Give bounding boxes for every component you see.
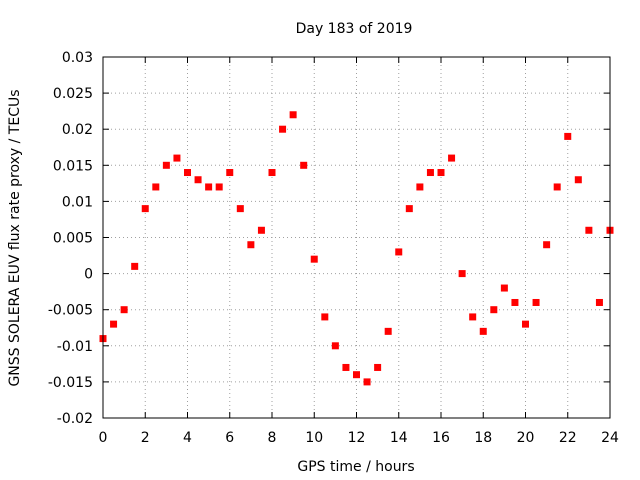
data-point — [152, 183, 160, 191]
data-point — [384, 327, 392, 335]
data-point — [595, 298, 603, 306]
data-point — [289, 111, 297, 119]
y-tick-label: 0.015 — [53, 158, 93, 174]
data-point — [194, 176, 202, 184]
data-points — [99, 111, 614, 386]
data-point — [374, 363, 382, 371]
x-tick-label: 24 — [601, 430, 619, 446]
y-tick-label: -0.02 — [57, 411, 93, 427]
y-axis-title: GNSS SOLERA EUV flux rate proxy / TECUs — [7, 89, 23, 386]
x-tick-label: 16 — [432, 430, 450, 446]
data-point — [500, 284, 508, 292]
x-tick-label: 4 — [183, 430, 192, 446]
y-tick-label: -0.01 — [57, 339, 93, 355]
data-point — [553, 183, 561, 191]
data-point — [184, 169, 191, 177]
data-point — [247, 241, 255, 249]
data-point — [469, 313, 477, 321]
data-point — [141, 205, 149, 213]
data-point — [131, 262, 139, 270]
data-point — [300, 161, 308, 169]
y-tick-label: -0.005 — [48, 303, 93, 319]
data-point — [162, 161, 170, 169]
data-point — [395, 248, 403, 256]
data-point — [511, 298, 519, 306]
data-point — [226, 169, 234, 177]
y-tick-label: 0.01 — [62, 194, 93, 210]
chart-title: Day 183 of 2019 — [296, 21, 413, 37]
x-tick-label: 18 — [474, 430, 492, 446]
data-point — [236, 205, 244, 213]
data-point — [331, 342, 339, 350]
data-point — [215, 183, 223, 191]
data-point — [574, 176, 582, 184]
data-point — [543, 241, 551, 249]
x-tick-label: 12 — [348, 430, 366, 446]
y-tick-label: 0.02 — [62, 122, 93, 138]
y-tick-label: -0.015 — [48, 375, 93, 391]
data-point — [564, 132, 572, 140]
data-point — [353, 371, 360, 379]
data-point — [426, 169, 434, 177]
x-tick-label: 20 — [517, 430, 535, 446]
x-tick-label: 0 — [99, 430, 108, 446]
x-tick-label: 22 — [559, 430, 577, 446]
data-point — [268, 169, 276, 177]
data-point — [173, 154, 181, 162]
x-tick-label: 14 — [390, 430, 408, 446]
data-point — [342, 363, 350, 371]
data-point — [522, 320, 529, 328]
data-point — [585, 226, 593, 234]
axis-ticks: 0 2 4 6 8 10 12 14 16 18 20 22 24-0.02-0.015-0.01-0.… — [48, 50, 619, 446]
x-tick-label: 6 — [225, 430, 234, 446]
data-point — [405, 205, 413, 213]
data-point — [479, 327, 487, 335]
data-point — [363, 378, 371, 386]
data-point — [205, 183, 213, 191]
data-point — [321, 313, 329, 321]
data-point — [448, 154, 456, 162]
y-tick-label: 0 — [84, 267, 93, 283]
y-tick-label: 0.03 — [62, 50, 93, 66]
x-tick-label: 2 — [141, 430, 150, 446]
data-point — [120, 306, 128, 314]
data-point — [257, 226, 265, 234]
data-point — [416, 183, 424, 191]
data-point — [490, 306, 498, 314]
y-tick-label: 0.005 — [53, 231, 93, 247]
grid — [103, 57, 610, 418]
y-tick-label: 0.025 — [53, 86, 93, 102]
data-point — [532, 298, 540, 306]
data-point — [437, 169, 445, 177]
x-tick-label: 10 — [305, 430, 323, 446]
x-tick-label: 8 — [268, 430, 277, 446]
data-point — [279, 125, 287, 133]
data-point — [110, 320, 118, 328]
data-point — [310, 255, 318, 263]
x-axis-title: GPS time / hours — [297, 459, 414, 475]
data-point — [458, 270, 466, 278]
